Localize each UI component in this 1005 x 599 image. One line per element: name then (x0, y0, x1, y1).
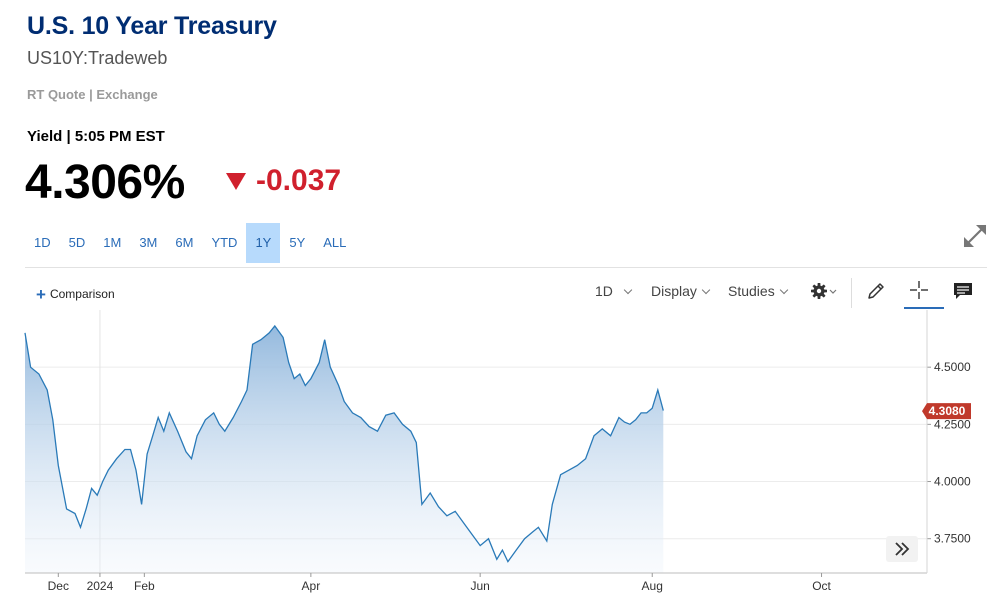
double-chevron-right-icon (895, 542, 910, 556)
chart-area-fill (25, 326, 664, 573)
range-button-ytd[interactable]: YTD (211, 235, 238, 250)
range-button-5d[interactable]: 5D (68, 235, 86, 250)
divider (25, 267, 987, 268)
x-tick-label: Apr (302, 579, 321, 593)
interval-dropdown[interactable]: 1D (595, 283, 633, 299)
active-tool-indicator (904, 307, 944, 309)
comparison-label: Comparison (49, 287, 115, 301)
interval-label: 1D (595, 283, 613, 299)
chevron-down-icon (701, 285, 711, 295)
x-tick-label: Dec (48, 579, 69, 593)
range-button-1m[interactable]: 1M (103, 235, 122, 250)
y-tick-label: 3.7500 (934, 532, 971, 546)
expand-icon[interactable] (962, 223, 988, 249)
pencil-icon[interactable] (866, 281, 886, 301)
scroll-forward-button[interactable] (886, 536, 918, 562)
current-value-marker: 4.3080 (922, 403, 971, 420)
range-button-1y[interactable]: 1Y (246, 223, 281, 263)
x-tick-label: Oct (812, 579, 831, 593)
range-button-5y[interactable]: 5Y (289, 235, 306, 250)
plus-icon: + (36, 285, 46, 304)
x-tick-label: Feb (134, 579, 155, 593)
chevron-down-icon (623, 285, 633, 295)
studies-label: Studies (728, 283, 775, 299)
current-yield: 4.306% (25, 156, 185, 209)
chevron-down-icon (779, 285, 788, 295)
toolbar-separator (851, 278, 852, 308)
y-tick-label: 4.2500 (934, 417, 971, 431)
y-tick-label: 4.5000 (934, 360, 971, 374)
yield-chart[interactable]: 4.5000 4.2500 4.0000 3.7500 Dec 2024 Feb Apr Jun… (0, 310, 1005, 599)
range-button-3m[interactable]: 3M (139, 235, 158, 250)
studies-dropdown[interactable]: Studies (728, 283, 788, 299)
page-title: U.S. 10 Year Treasury (27, 12, 277, 40)
range-button-all[interactable]: ALL (323, 235, 347, 250)
comparison-button[interactable]: + Comparison (36, 285, 115, 305)
y-tick-label: 4.0000 (934, 475, 971, 489)
quote-source: RT Quote | Exchange (27, 87, 158, 102)
crosshair-icon[interactable] (909, 280, 929, 300)
down-arrow-icon (226, 173, 246, 190)
range-button-6m[interactable]: 6M (175, 235, 194, 250)
symbol-label: US10Y:Tradeweb (27, 48, 168, 68)
current-value-badge (922, 403, 971, 420)
settings-gear-icon[interactable] (810, 282, 840, 300)
yield-change: -0.037 (256, 164, 342, 197)
time-range-selector: 1D 5D 1M 3M 6M YTD 1Y 5Y ALL (25, 223, 355, 263)
range-button-1d[interactable]: 1D (34, 235, 51, 250)
comment-icon[interactable] (953, 282, 973, 300)
x-tick-label: Jun (470, 579, 489, 593)
quote-time: Yield | 5:05 PM EST (27, 128, 165, 145)
current-value-label: 4.3080 (929, 404, 966, 418)
display-dropdown[interactable]: Display (651, 283, 711, 299)
x-tick-label: 2024 (87, 579, 114, 593)
display-label: Display (651, 283, 697, 299)
yield-series-line (24, 324, 664, 563)
x-tick-label: Aug (642, 579, 663, 593)
